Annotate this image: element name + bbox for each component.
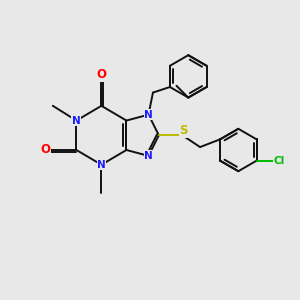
Text: N: N	[97, 160, 106, 170]
Text: Cl: Cl	[273, 156, 284, 166]
Text: N: N	[72, 116, 81, 126]
Text: S: S	[180, 124, 188, 137]
Text: N: N	[144, 151, 153, 161]
Text: N: N	[144, 110, 153, 120]
Text: O: O	[40, 143, 50, 157]
Text: O: O	[96, 68, 106, 81]
